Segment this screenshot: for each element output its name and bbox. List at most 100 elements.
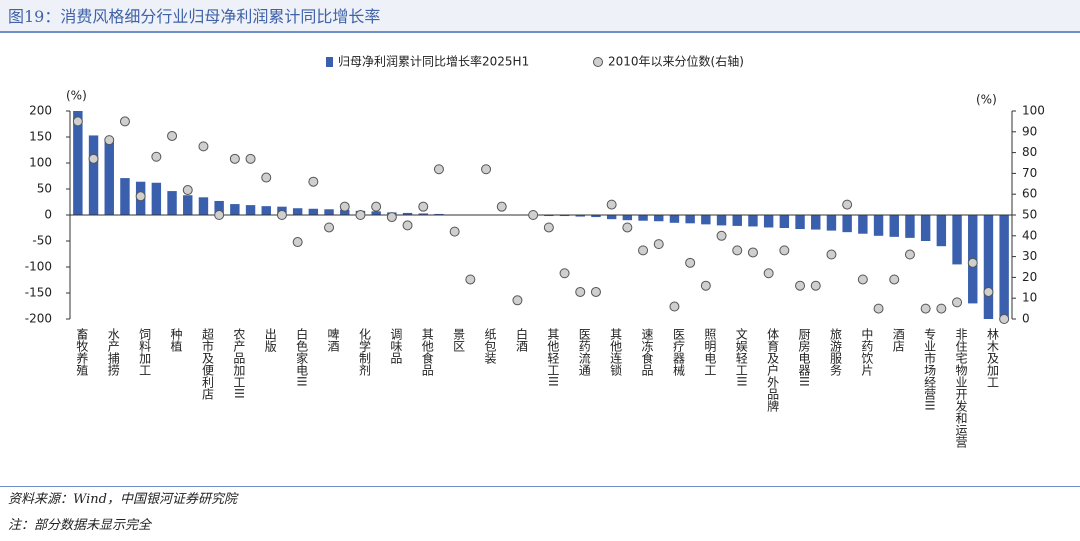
dot <box>276 210 287 220</box>
dot <box>72 116 83 127</box>
dot <box>308 176 319 187</box>
bar <box>559 215 570 217</box>
y2-tick-label: 50 <box>1022 208 1037 222</box>
bar <box>983 215 994 319</box>
bar <box>324 209 334 215</box>
dot <box>606 199 617 210</box>
y-tick-label: -50 <box>32 234 52 248</box>
x-tick-label: 白酒 <box>514 327 528 352</box>
bar <box>732 215 742 226</box>
bar <box>591 215 601 218</box>
dot <box>559 268 570 279</box>
dot <box>229 153 240 164</box>
dot <box>496 201 507 212</box>
bar <box>858 215 868 234</box>
dot <box>826 249 837 260</box>
bar <box>418 213 428 215</box>
dot <box>685 257 696 268</box>
dot <box>747 247 758 258</box>
y2-tick-label: 10 <box>1022 291 1037 305</box>
bar <box>826 215 837 231</box>
dot <box>261 172 272 183</box>
y2-tick-label: 70 <box>1022 166 1037 180</box>
x-tick-label: 旅游服务 <box>828 328 842 376</box>
title: 图19：消费风格细分行业归母净利润累计同比增长率 <box>0 0 1080 33</box>
dot <box>481 164 492 175</box>
dot <box>449 226 460 237</box>
x-tick-label: 其他食品 <box>420 328 434 376</box>
dot <box>967 257 978 268</box>
x-tick-label: 专业市场经营III <box>923 327 937 411</box>
dot <box>873 303 884 314</box>
x-tick-label: 化学制剂 <box>357 328 371 376</box>
dot <box>512 295 523 306</box>
dot <box>590 286 601 297</box>
dot <box>198 141 209 152</box>
dot <box>575 286 586 297</box>
y2-tick-label: 80 <box>1022 145 1037 159</box>
y2-tick-label: 0 <box>1022 312 1030 326</box>
y2-tick-label: 20 <box>1022 270 1037 284</box>
x-tick-label: 酒店 <box>891 328 905 352</box>
bar <box>104 138 114 215</box>
x-tick-label: 体育及户外品牌 <box>766 328 780 412</box>
dot <box>214 210 225 220</box>
bar <box>575 215 585 217</box>
bars <box>73 111 1009 319</box>
bar <box>669 215 680 223</box>
x-tick-label: 啤酒 <box>326 327 340 352</box>
bar <box>245 205 256 215</box>
x-tick-label: 出版 <box>263 328 277 353</box>
bar <box>606 215 617 220</box>
bar <box>622 215 633 221</box>
dot <box>842 199 853 210</box>
dot <box>182 185 193 196</box>
dot <box>292 237 303 248</box>
bar <box>371 211 381 215</box>
bar <box>716 215 727 226</box>
x-tick-label: 其他连锁 <box>609 328 623 376</box>
bar <box>873 215 884 236</box>
dot <box>983 286 994 297</box>
bar <box>402 212 413 215</box>
x-tick-label: 文娱轻工III <box>734 327 748 387</box>
legend-label: 归母净利润累计同比增长率2025H1 <box>338 54 529 69</box>
dot <box>339 201 350 212</box>
x-tick-label: 畜牧养殖 <box>75 327 89 377</box>
dot <box>324 222 335 233</box>
dot <box>653 239 664 250</box>
dot <box>465 274 476 285</box>
dot <box>135 191 146 202</box>
dot <box>857 274 868 285</box>
chart: 归母净利润累计同比增长率2025H1 2010年以来分位数(右轴) (%) (%) -2… <box>25 54 1045 449</box>
y-tick-label: 50 <box>37 182 52 196</box>
y2-tick-label: 30 <box>1022 249 1037 263</box>
bar <box>120 178 130 215</box>
dot <box>999 314 1010 324</box>
dot <box>151 151 162 162</box>
dot <box>88 153 99 164</box>
bar <box>920 215 931 241</box>
x-tick-label: 白色家电III <box>295 327 309 387</box>
dot <box>245 153 256 164</box>
x-tick-label: 厨房电器III <box>797 328 811 387</box>
dot <box>104 135 115 146</box>
bar <box>198 197 209 215</box>
x-tick-label: 纸包装 <box>483 328 497 365</box>
bar <box>748 215 758 227</box>
dot <box>669 301 680 312</box>
y-tick-label: -200 <box>25 312 52 326</box>
bar <box>230 204 240 215</box>
y-tick-label: -150 <box>25 286 52 300</box>
bar <box>292 208 303 215</box>
dot <box>402 220 413 231</box>
y2-tick-label: 60 <box>1022 187 1037 201</box>
bar <box>999 215 1009 319</box>
dot <box>779 245 790 256</box>
bar <box>151 182 162 215</box>
x-tick-label: 速冻食品 <box>640 328 654 376</box>
dot <box>543 222 554 233</box>
bar <box>308 208 319 215</box>
y-tick-label: 200 <box>29 104 52 118</box>
